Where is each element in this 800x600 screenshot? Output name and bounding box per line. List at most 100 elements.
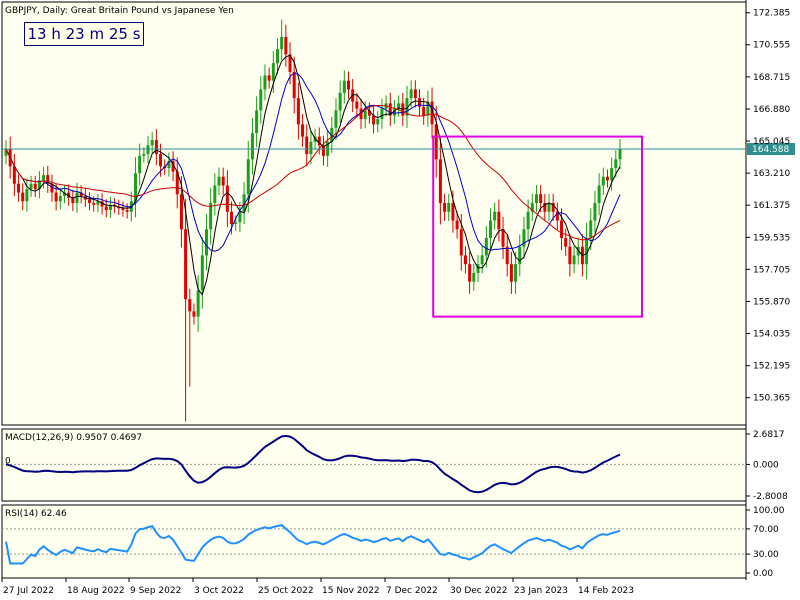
candle-body <box>605 176 609 181</box>
candle-body <box>12 166 16 184</box>
candle-body <box>62 192 66 197</box>
candle-body <box>434 124 438 160</box>
candle-body <box>347 80 351 90</box>
highlight-rectangle[interactable] <box>432 135 643 318</box>
candle-body <box>560 220 564 238</box>
macd-tick-label: 2.6817 <box>753 430 785 440</box>
candle-body <box>572 255 576 265</box>
candle-body <box>280 36 284 50</box>
candle-body <box>568 246 572 265</box>
price-tick-label: 154.035 <box>753 329 790 339</box>
candle-body <box>108 204 112 211</box>
candle-body <box>267 75 271 81</box>
candle-body <box>4 148 8 156</box>
candle-body <box>530 203 534 212</box>
candle-body <box>121 208 125 211</box>
rsi-label: RSI(14) 62.46 <box>5 509 67 519</box>
candle-body <box>133 173 137 202</box>
candle-body <box>250 133 254 160</box>
candlesticks <box>4 19 622 422</box>
bar-countdown-timer: 13 h 23 m 25 s <box>24 22 144 46</box>
macd-pane-background <box>1 428 747 502</box>
candle-body <box>430 101 434 125</box>
macd-label: MACD(12,26,9) 0.9507 0.4697 <box>5 433 142 443</box>
candle-body <box>476 264 480 273</box>
candle-body <box>372 115 376 125</box>
candle-body <box>601 176 605 186</box>
macd-pane: MACD(12,26,9) 0.9507 0.4697 0 2.6817 0.000 -… <box>2 430 788 502</box>
candle-body <box>192 311 196 317</box>
consolidation-box <box>432 135 643 318</box>
candle-body <box>468 264 472 282</box>
candle-body <box>175 171 179 195</box>
candle-body <box>367 110 371 116</box>
rsi-tick-label: 100.00 <box>753 506 785 516</box>
candle-body <box>376 119 380 125</box>
candle-body <box>480 255 484 265</box>
rsi-line <box>5 524 621 565</box>
candle-body <box>154 140 158 155</box>
candle-body <box>338 92 342 111</box>
candle-body <box>33 183 37 190</box>
candle-body <box>296 98 300 125</box>
candle-body <box>555 211 559 221</box>
current-price-line: 164.588 <box>2 143 795 156</box>
candle-body <box>334 110 338 128</box>
candle-body <box>463 255 467 265</box>
candle-body <box>271 63 275 81</box>
candle-body <box>138 155 142 174</box>
candle-body <box>305 136 309 155</box>
candle-body <box>309 141 313 155</box>
time-tick-label: 15 Nov 2022 <box>322 586 380 596</box>
candle-body <box>472 272 476 282</box>
price-tick-label: 159.535 <box>753 233 790 243</box>
candle-body <box>321 145 325 156</box>
candle-body <box>610 168 614 181</box>
candle-body <box>388 103 392 116</box>
time-tick-label: 7 Dec 2022 <box>386 586 438 596</box>
candle-body <box>593 203 597 221</box>
rsi-pane: RSI(14) 62.46 100.00 70.00 30.00 0.00 <box>2 506 785 579</box>
candle-body <box>438 159 442 204</box>
candle-body <box>209 203 213 230</box>
candle-body <box>179 194 183 230</box>
candle-body <box>238 211 242 223</box>
candle-body <box>330 127 334 142</box>
candle-body <box>405 98 409 116</box>
candle-body <box>380 108 384 120</box>
candle-body <box>21 192 25 202</box>
candle-body <box>501 229 505 247</box>
candle-body <box>71 197 75 204</box>
candle-body <box>217 176 221 186</box>
candle-body <box>275 49 279 64</box>
macd-zero-marker: 0 <box>5 456 11 466</box>
time-axis: 27 Jul 2022 18 Aug 2022 9 Sep 2022 3 Oct 20… <box>1 578 634 596</box>
candle-body <box>443 203 447 212</box>
candle-body <box>426 101 430 116</box>
candle-body <box>509 264 513 282</box>
time-tick-label: 27 Jul 2022 <box>3 586 54 596</box>
time-tick-label: 3 Oct 2022 <box>194 586 244 596</box>
candle-body <box>263 75 267 90</box>
candle-body <box>92 203 96 205</box>
candle-body <box>100 201 104 207</box>
time-tick-label: 23 Jan 2023 <box>514 586 568 596</box>
candle-body <box>188 299 192 312</box>
candle-body <box>221 176 225 186</box>
candle-body <box>42 175 46 181</box>
rsi-tick-label: 30.00 <box>753 550 779 560</box>
current-price-label: 164.588 <box>752 145 789 155</box>
price-tick-label: 166.880 <box>753 105 790 115</box>
candle-body <box>493 211 497 221</box>
candle-body <box>259 89 263 111</box>
ma-mid-line <box>5 72 621 252</box>
candle-body <box>422 106 426 116</box>
candle-body <box>585 237 589 265</box>
candle-body <box>225 185 229 212</box>
candle-body <box>489 220 493 238</box>
price-tick-label: 152.195 <box>753 362 790 372</box>
candle-body <box>484 237 488 256</box>
moving-averages <box>5 54 621 296</box>
candle-body <box>355 101 359 109</box>
